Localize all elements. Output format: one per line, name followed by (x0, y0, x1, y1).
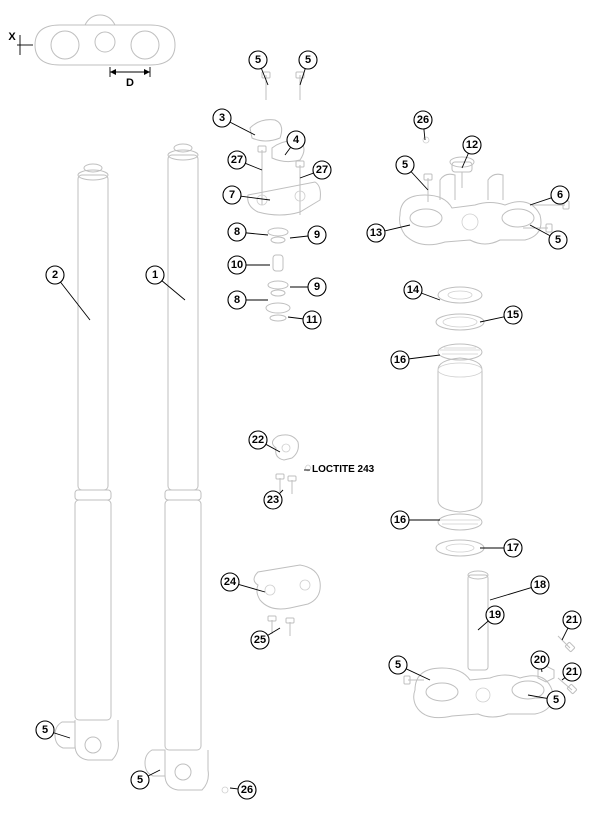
upper-triple-clamp (400, 137, 569, 245)
note-loctite: LOCTITE 243 (312, 464, 375, 475)
callout-leader (148, 770, 160, 776)
callout-leader (562, 678, 565, 680)
callout-number: 7 (229, 189, 235, 201)
callout-number: 23 (267, 494, 279, 506)
dim-label-x: X (8, 31, 16, 43)
callout-number: 5 (555, 234, 561, 246)
callout-leader (245, 163, 262, 170)
steering-stem-group (436, 287, 484, 556)
callout-number: 11 (306, 314, 318, 326)
fork-leg-left (55, 164, 118, 760)
callout-leader (246, 233, 268, 235)
callout-number: 12 (466, 139, 478, 151)
callout-leader (61, 282, 90, 320)
callout-number: 15 (507, 309, 519, 321)
callout-leader (490, 588, 531, 600)
callout-number: 4 (293, 134, 300, 146)
callout-number: 16 (394, 514, 406, 526)
callout-number: 21 (566, 666, 578, 678)
hose-clamp (272, 435, 311, 494)
callout-leader (230, 788, 238, 789)
callout-number: 26 (241, 784, 253, 796)
callout-number: 3 (219, 112, 225, 124)
callout-number: 8 (234, 294, 240, 306)
exploded-diagram: X D (0, 0, 594, 823)
callout-leader (290, 236, 308, 238)
callout-number: 19 (489, 609, 501, 621)
callout-leader (424, 129, 425, 140)
callout-number: 5 (42, 724, 48, 736)
callout-number: 6 (557, 189, 563, 201)
callout-number: 8 (234, 226, 240, 238)
callout-leader (462, 153, 468, 168)
callout-leader (230, 122, 255, 135)
callout-number: 1 (152, 269, 158, 281)
callout-number: 20 (534, 654, 546, 666)
callout-leader (300, 173, 314, 178)
callout-leader (530, 198, 551, 205)
callout-leader (562, 628, 568, 640)
dimension-sketch: X D (8, 15, 175, 89)
callout-number: 5 (255, 54, 261, 66)
callout-leader (268, 628, 280, 635)
callout-leader (54, 733, 70, 738)
callout-number: 27 (231, 154, 243, 166)
callout-number: 21 (566, 614, 578, 626)
callouts-layer: 1234555555556788991011121314151616171819… (36, 51, 581, 799)
callout-number: 14 (407, 284, 420, 296)
callout-number: 16 (394, 354, 406, 366)
callout-leader (239, 584, 265, 592)
callout-number: 5 (305, 54, 311, 66)
callout-leader (288, 317, 303, 319)
callout-number: 9 (314, 229, 320, 241)
callout-leader (285, 147, 291, 155)
callout-number: 5 (553, 694, 559, 706)
callout-number: 25 (254, 634, 266, 646)
callout-leader (409, 355, 440, 359)
callout-number: 5 (137, 774, 143, 786)
callout-number: 18 (534, 579, 546, 591)
callout-leader (385, 225, 410, 231)
callout-number: 22 (252, 434, 264, 446)
callout-leader (480, 317, 504, 322)
callout-leader (162, 281, 185, 300)
callout-number: 2 (52, 269, 58, 281)
callout-number: 10 (231, 259, 243, 271)
dim-label-d: D (126, 77, 134, 89)
callout-number: 27 (316, 164, 328, 176)
callout-number: 13 (370, 227, 382, 239)
callout-leader (421, 293, 440, 300)
caliper-bracket (254, 565, 320, 636)
fork-leg-right (145, 144, 228, 793)
callout-number: 24 (224, 576, 237, 588)
callout-number: 9 (314, 281, 320, 293)
callout-number: 5 (402, 159, 408, 171)
callout-number: 5 (395, 659, 401, 671)
callout-leader (478, 621, 488, 630)
callout-number: 17 (507, 542, 519, 554)
callout-number: 26 (417, 114, 429, 126)
